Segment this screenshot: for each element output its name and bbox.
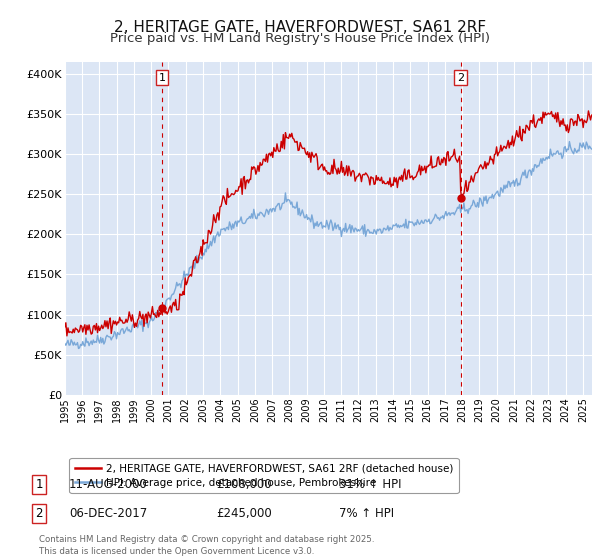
- Text: 1: 1: [35, 478, 43, 491]
- Legend: 2, HERITAGE GATE, HAVERFORDWEST, SA61 2RF (detached house), HPI: Average price, : 2, HERITAGE GATE, HAVERFORDWEST, SA61 2R…: [70, 458, 458, 493]
- Text: 2: 2: [457, 73, 464, 83]
- Text: £245,000: £245,000: [216, 507, 272, 520]
- Text: Contains HM Land Registry data © Crown copyright and database right 2025.
This d: Contains HM Land Registry data © Crown c…: [39, 535, 374, 556]
- Text: 11-AUG-2000: 11-AUG-2000: [69, 478, 148, 491]
- Text: £108,000: £108,000: [216, 478, 272, 491]
- Text: 2, HERITAGE GATE, HAVERFORDWEST, SA61 2RF: 2, HERITAGE GATE, HAVERFORDWEST, SA61 2R…: [114, 20, 486, 35]
- Text: 2: 2: [35, 507, 43, 520]
- Text: Price paid vs. HM Land Registry's House Price Index (HPI): Price paid vs. HM Land Registry's House …: [110, 32, 490, 45]
- Text: 06-DEC-2017: 06-DEC-2017: [69, 507, 147, 520]
- Text: 1: 1: [158, 73, 166, 83]
- Text: 31% ↑ HPI: 31% ↑ HPI: [339, 478, 401, 491]
- Text: 7% ↑ HPI: 7% ↑ HPI: [339, 507, 394, 520]
